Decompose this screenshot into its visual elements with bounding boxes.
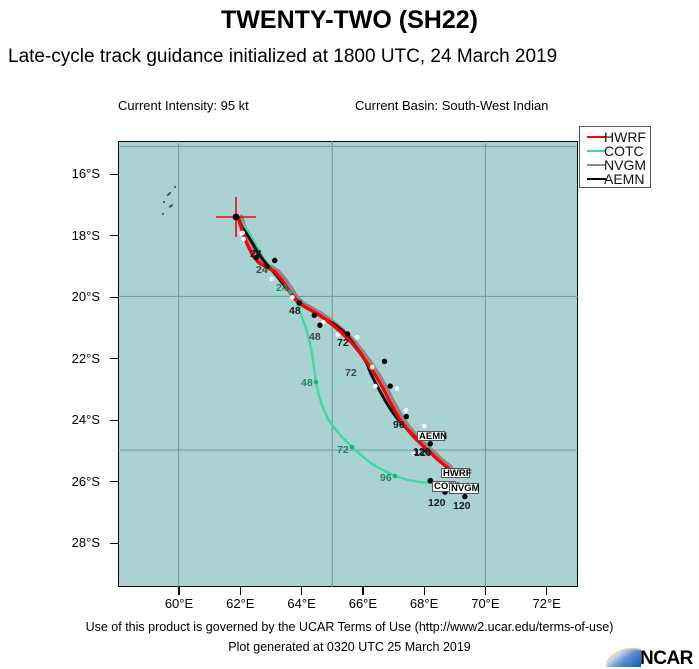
svg-text:96: 96 — [380, 472, 392, 484]
svg-text:96: 96 — [393, 419, 405, 431]
svg-text:48: 48 — [301, 377, 313, 389]
svg-text:24: 24 — [276, 282, 288, 294]
svg-text:48: 48 — [309, 331, 321, 343]
svg-text:24: 24 — [250, 248, 262, 260]
svg-text:72: 72 — [337, 337, 349, 349]
svg-text:48: 48 — [289, 305, 301, 317]
svg-text:72: 72 — [345, 367, 357, 379]
svg-text:24: 24 — [256, 264, 268, 276]
svg-text:72: 72 — [337, 444, 349, 456]
